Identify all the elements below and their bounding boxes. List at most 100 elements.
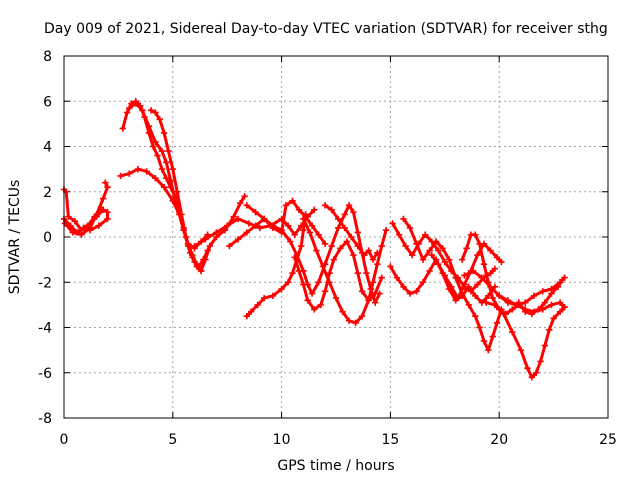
data-point: [419, 279, 427, 286]
data-point: [365, 297, 372, 304]
data-point: [126, 170, 133, 177]
data-point: [465, 301, 472, 309]
data-point: [284, 222, 292, 229]
x-tick-label: 15: [381, 432, 399, 448]
data-point: [432, 238, 440, 245]
data-point: [426, 267, 433, 275]
data-point: [463, 245, 470, 252]
data-point: [243, 202, 250, 209]
data-point: [321, 202, 329, 209]
data-point: [289, 197, 296, 204]
chart-title: Day 009 of 2021, Sidereal Day-to-day VTE…: [44, 21, 608, 37]
data-point: [245, 220, 253, 227]
data-point: [393, 274, 401, 281]
data-point: [287, 238, 294, 245]
data-point: [213, 229, 220, 236]
y-tick-label: 4: [43, 140, 52, 156]
data-point: [152, 174, 159, 182]
series-line: [62, 188, 103, 232]
data-point: [102, 179, 109, 186]
data-point: [252, 222, 259, 229]
data-point: [337, 245, 344, 252]
data-point: [472, 312, 479, 320]
data-point: [291, 231, 298, 238]
data-point: [308, 222, 316, 229]
data-point: [234, 236, 242, 243]
data-point: [226, 242, 233, 250]
data-point: [126, 104, 133, 112]
series-line: [430, 242, 503, 300]
data-point: [160, 129, 168, 137]
data-point: [315, 231, 322, 238]
data-point: [395, 231, 403, 238]
data-point: [345, 317, 353, 324]
data-point: [154, 152, 161, 159]
data-point: [78, 227, 85, 234]
data-point: [400, 215, 407, 223]
data-point: [445, 256, 453, 263]
data-point: [472, 231, 479, 238]
data-point: [561, 303, 568, 311]
series-track-3: [60, 186, 105, 234]
data-point: [187, 249, 194, 257]
data-point: [256, 224, 264, 232]
x-tick-label: 25: [599, 432, 617, 448]
data-point: [278, 227, 285, 234]
data-point: [541, 342, 549, 349]
data-point: [300, 281, 307, 288]
data-point: [143, 168, 150, 175]
data-point: [145, 122, 153, 130]
data-point: [84, 222, 92, 229]
data-point: [341, 211, 348, 218]
data-point: [548, 290, 555, 297]
data-point: [509, 328, 516, 336]
data-point: [334, 215, 342, 223]
data-point: [422, 231, 429, 238]
data-point: [482, 299, 490, 306]
data-point: [191, 258, 198, 266]
data-point: [487, 270, 494, 277]
data-point: [160, 184, 168, 191]
data-point: [152, 138, 159, 146]
data-point: [350, 208, 357, 216]
data-point: [556, 308, 564, 315]
plot-area: [60, 98, 568, 381]
data-point: [99, 195, 107, 202]
data-point: [311, 206, 318, 214]
data-point: [291, 254, 298, 261]
data-point: [243, 312, 250, 320]
data-point: [241, 193, 248, 200]
data-point: [491, 301, 499, 309]
data-point: [358, 288, 366, 295]
y-tick-label: -8: [38, 411, 52, 427]
data-point: [289, 270, 296, 277]
data-point: [306, 229, 314, 236]
data-point: [295, 206, 303, 214]
data-point: [472, 292, 479, 300]
data-point: [369, 279, 377, 286]
data-point: [539, 288, 546, 295]
data-point: [441, 258, 448, 266]
data-point: [522, 308, 529, 315]
series-track-18: [428, 240, 505, 302]
y-tick-label: -6: [38, 366, 52, 382]
y-tick-label: -4: [38, 321, 52, 337]
data-point: [311, 306, 318, 313]
data-point: [354, 270, 361, 277]
data-point: [158, 165, 166, 173]
data-point: [374, 249, 381, 257]
data-point: [480, 337, 488, 345]
data-point: [419, 256, 427, 263]
y-tick-label: 2: [43, 185, 52, 201]
data-point: [237, 199, 244, 207]
data-point: [459, 256, 466, 263]
data-point: [559, 276, 566, 284]
data-point: [295, 267, 303, 275]
data-point: [169, 165, 176, 173]
data-point: [204, 247, 211, 254]
data-point: [465, 283, 472, 290]
data-point: [184, 240, 192, 247]
x-tick-label: 5: [168, 432, 177, 448]
series-line: [227, 199, 327, 248]
